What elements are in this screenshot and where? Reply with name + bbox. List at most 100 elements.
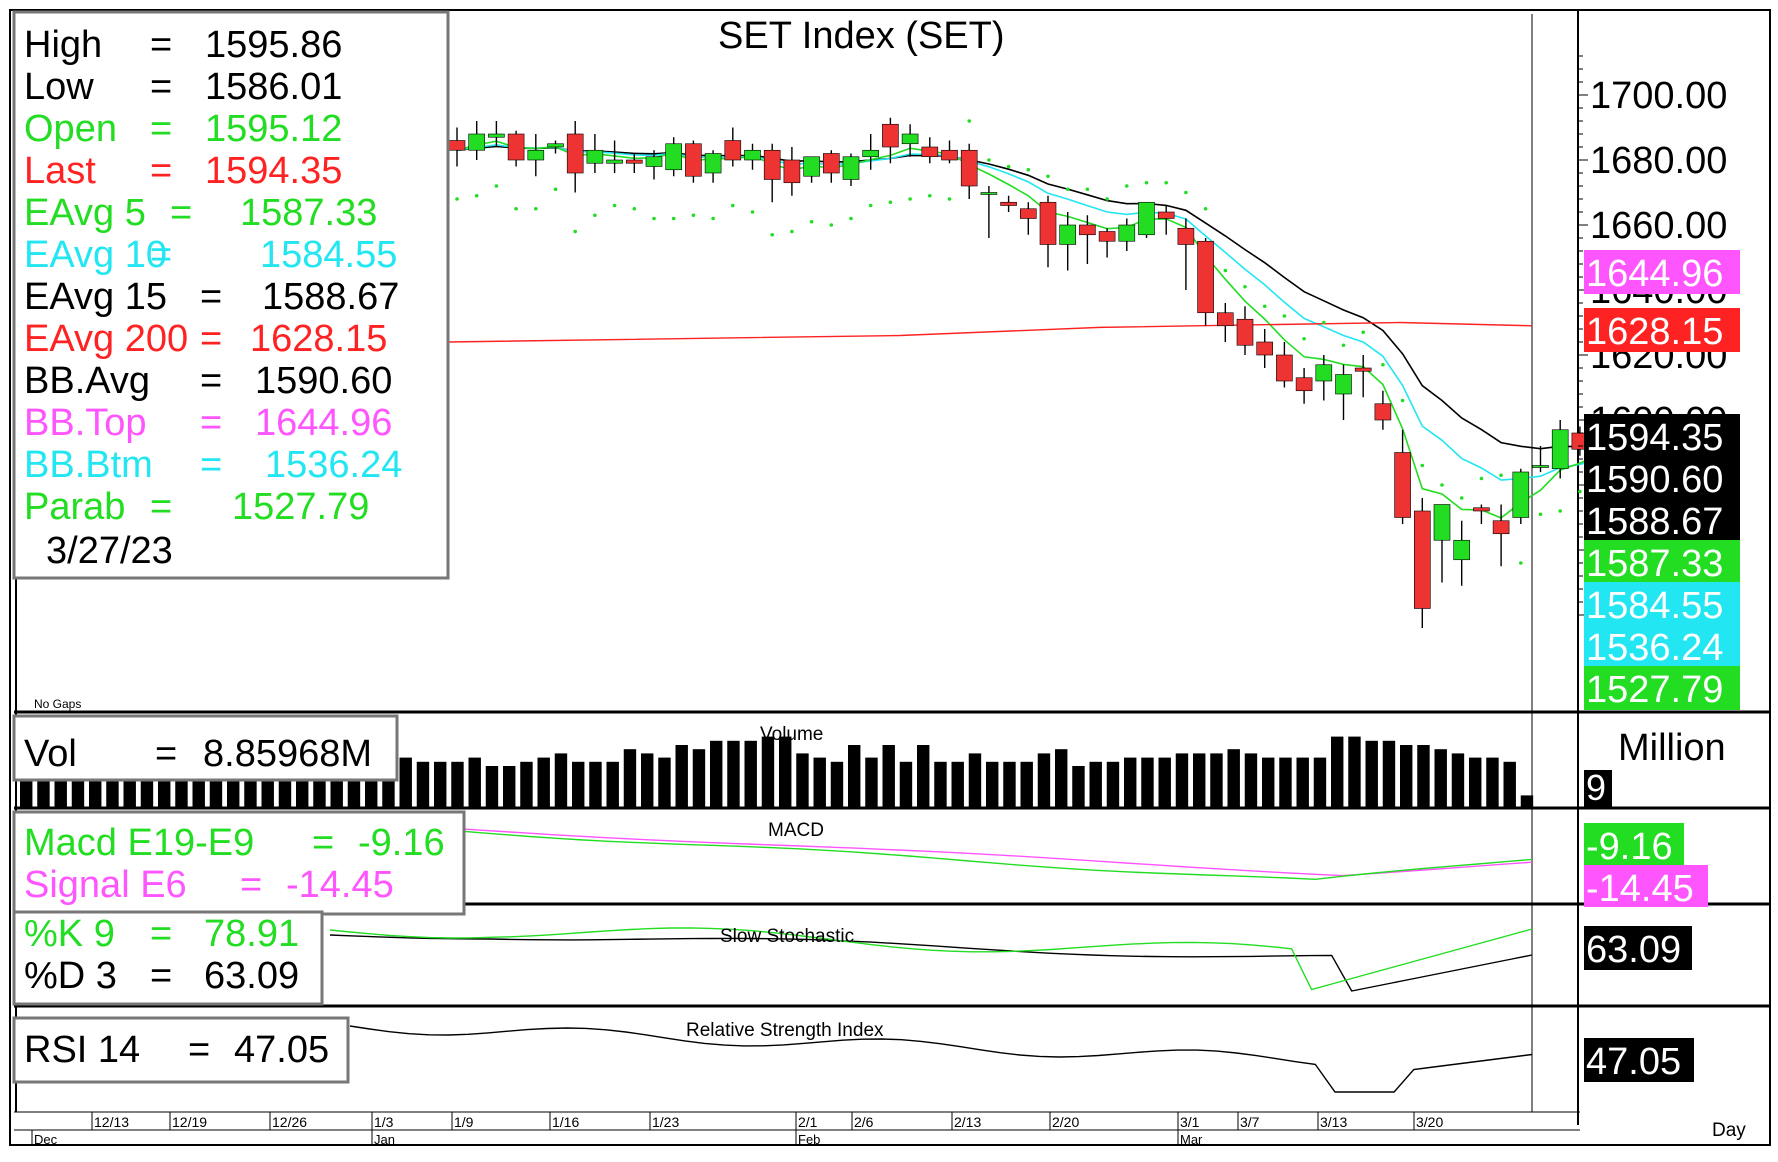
volume-tag: 9 — [1586, 767, 1606, 808]
candle — [744, 143, 761, 170]
week-tick-label: 2/6 — [854, 1114, 874, 1130]
macd-legend-label: Signal E6 — [24, 864, 187, 906]
price-tag-bg — [1584, 414, 1740, 458]
macd-legend-eq: = — [312, 822, 334, 864]
candle — [606, 140, 623, 173]
macd-plot — [447, 827, 1533, 881]
volume-label: Vol — [24, 733, 77, 775]
candle — [1217, 303, 1234, 342]
parab-dot — [593, 213, 597, 218]
timeline-unit: Day — [1712, 1120, 1746, 1141]
stoch-legend-row: %D 3 = 63.09 — [24, 955, 299, 997]
macd-legend-value: -14.45 — [286, 864, 394, 906]
candle — [763, 143, 781, 203]
price-tag: 1584.55 — [1586, 585, 1723, 627]
legend-row: BB.Avg = 1590.60 — [24, 360, 392, 402]
parab-dot — [1125, 184, 1129, 188]
volume-bar — [1037, 753, 1051, 808]
volume-bar — [710, 740, 723, 808]
parab-dot — [1558, 509, 1562, 513]
legend-row: Last = 1594.35 — [24, 150, 342, 192]
price-tick-label: 1660.00 — [1590, 205, 1727, 247]
candle — [842, 153, 860, 186]
price-tag-bg — [1584, 540, 1740, 584]
parab-dot — [691, 213, 696, 218]
week-tick-label: 12/13 — [94, 1114, 129, 1130]
volume-bar — [1486, 757, 1499, 808]
stoch-k-line — [329, 927, 1533, 991]
price-tag: 1628.15 — [1586, 311, 1723, 353]
volume-bar — [848, 745, 861, 808]
week-tick-label: 2/1 — [798, 1114, 818, 1130]
candle — [685, 140, 702, 183]
candle — [1532, 446, 1549, 472]
candle — [1079, 215, 1096, 264]
legend-row: BB.Btm = 1536.24 — [24, 444, 402, 486]
candle — [1551, 420, 1569, 479]
parab-dot — [1499, 473, 1503, 478]
month-tick-label: Mar — [1180, 1132, 1203, 1147]
volume-bar — [986, 761, 999, 808]
parab-dot — [888, 200, 893, 205]
candle — [1433, 504, 1451, 583]
week-tick-label: 12/19 — [172, 1114, 207, 1130]
volume-bar — [813, 757, 826, 808]
legend-label: High — [24, 24, 102, 66]
legend-value: 1586.01 — [205, 66, 342, 108]
price-tag: 1527.79 — [1586, 669, 1723, 711]
stoch-legend-row: %K 9 = 78.91 — [24, 913, 299, 955]
stoch-tag-bg — [1584, 926, 1692, 970]
week-tick-label: 1/23 — [652, 1114, 679, 1130]
parab-dot — [1578, 489, 1582, 494]
ema-200-line — [447, 321, 1533, 343]
legend-row: EAvg 15 = 1588.67 — [24, 276, 399, 318]
macd-tag: -9.16 — [1586, 826, 1673, 868]
candle — [488, 121, 505, 147]
volume-bar — [796, 753, 809, 808]
candle — [1453, 520, 1470, 586]
rsi-legend: RSI 14 = 47.05 — [12, 1016, 350, 1084]
candle — [901, 124, 919, 157]
macd-line — [447, 829, 1533, 881]
legend-label: EAvg 200 — [24, 318, 188, 360]
parab-dot — [987, 158, 991, 162]
stoch-legend-value: 63.09 — [204, 955, 299, 997]
volume-bar — [1158, 757, 1171, 808]
rsi-title: Relative Strength Index — [686, 1020, 884, 1041]
legend-value: 1587.33 — [240, 192, 377, 234]
macd-tag-bg — [1584, 865, 1708, 907]
legend-eq: = — [170, 192, 192, 234]
candle — [547, 140, 564, 154]
candle — [1177, 218, 1195, 290]
volume-bar — [1244, 753, 1258, 808]
volume-bar — [468, 757, 481, 808]
candle — [921, 137, 939, 164]
candle — [724, 127, 742, 167]
no-gaps-note: No Gaps — [34, 697, 81, 711]
candle — [980, 186, 998, 238]
volume-bar — [606, 761, 619, 808]
rsi-value: 47.05 — [234, 1029, 329, 1071]
week-tick-label: 2/20 — [1052, 1114, 1079, 1130]
volume-bar — [1262, 757, 1275, 808]
volume-bar — [917, 745, 930, 808]
macd-legend-row: Signal E6 = -14.45 — [24, 864, 394, 906]
legend-label: EAvg 10 — [24, 234, 167, 276]
legend-value: 1527.79 — [232, 486, 369, 528]
candle — [1256, 329, 1273, 368]
parab-dot — [1223, 268, 1228, 273]
parab-dot — [1322, 320, 1326, 325]
legend-value: 1584.55 — [260, 234, 397, 276]
parab-dot — [1400, 398, 1405, 403]
macd-title: MACD — [768, 820, 824, 841]
volume-bar — [1106, 761, 1120, 808]
candle — [665, 137, 683, 177]
volume-bar — [589, 761, 602, 808]
parab-dot — [474, 193, 479, 198]
stoch-title: Slow Stochastic — [720, 926, 854, 947]
candle — [960, 143, 978, 199]
candle — [1276, 342, 1293, 388]
volume-bar — [692, 749, 706, 808]
